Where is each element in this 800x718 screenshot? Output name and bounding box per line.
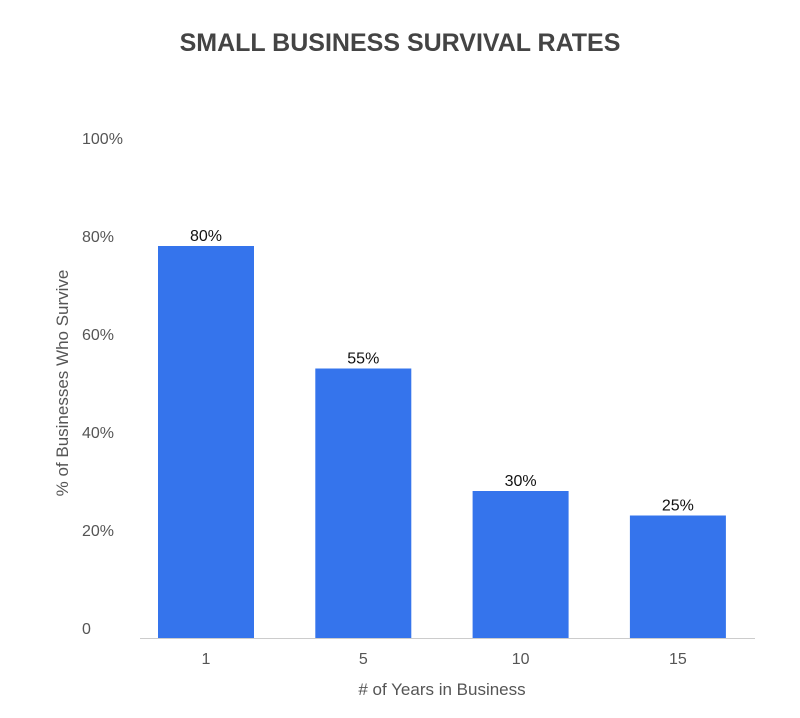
- bar-5: [315, 368, 412, 638]
- x-axis-title: # of Years in Business: [358, 680, 525, 699]
- y-tick-label: 60%: [82, 327, 114, 344]
- data-label: 30%: [505, 473, 537, 490]
- x-tick-label: 5: [359, 651, 368, 668]
- x-tick-label: 10: [512, 651, 530, 668]
- y-tick-label: 0: [82, 621, 91, 638]
- y-tick-label: 80%: [82, 229, 114, 246]
- y-tick-label: 20%: [82, 523, 114, 540]
- y-tick-label: 100%: [82, 131, 123, 148]
- data-label: 55%: [347, 351, 379, 368]
- data-label: 80%: [190, 228, 222, 245]
- y-axis-title: % of Businesses Who Survive: [53, 270, 72, 497]
- data-label: 25%: [662, 498, 694, 515]
- chart-title: SMALL BUSINESS SURVIVAL RATES: [180, 29, 621, 57]
- x-tick-label: 15: [669, 651, 687, 668]
- x-tick-label: 1: [202, 651, 211, 668]
- y-tick-label: 40%: [82, 425, 114, 442]
- bar-1: [158, 246, 254, 638]
- bar-15: [629, 515, 726, 638]
- bar-10: [472, 491, 569, 638]
